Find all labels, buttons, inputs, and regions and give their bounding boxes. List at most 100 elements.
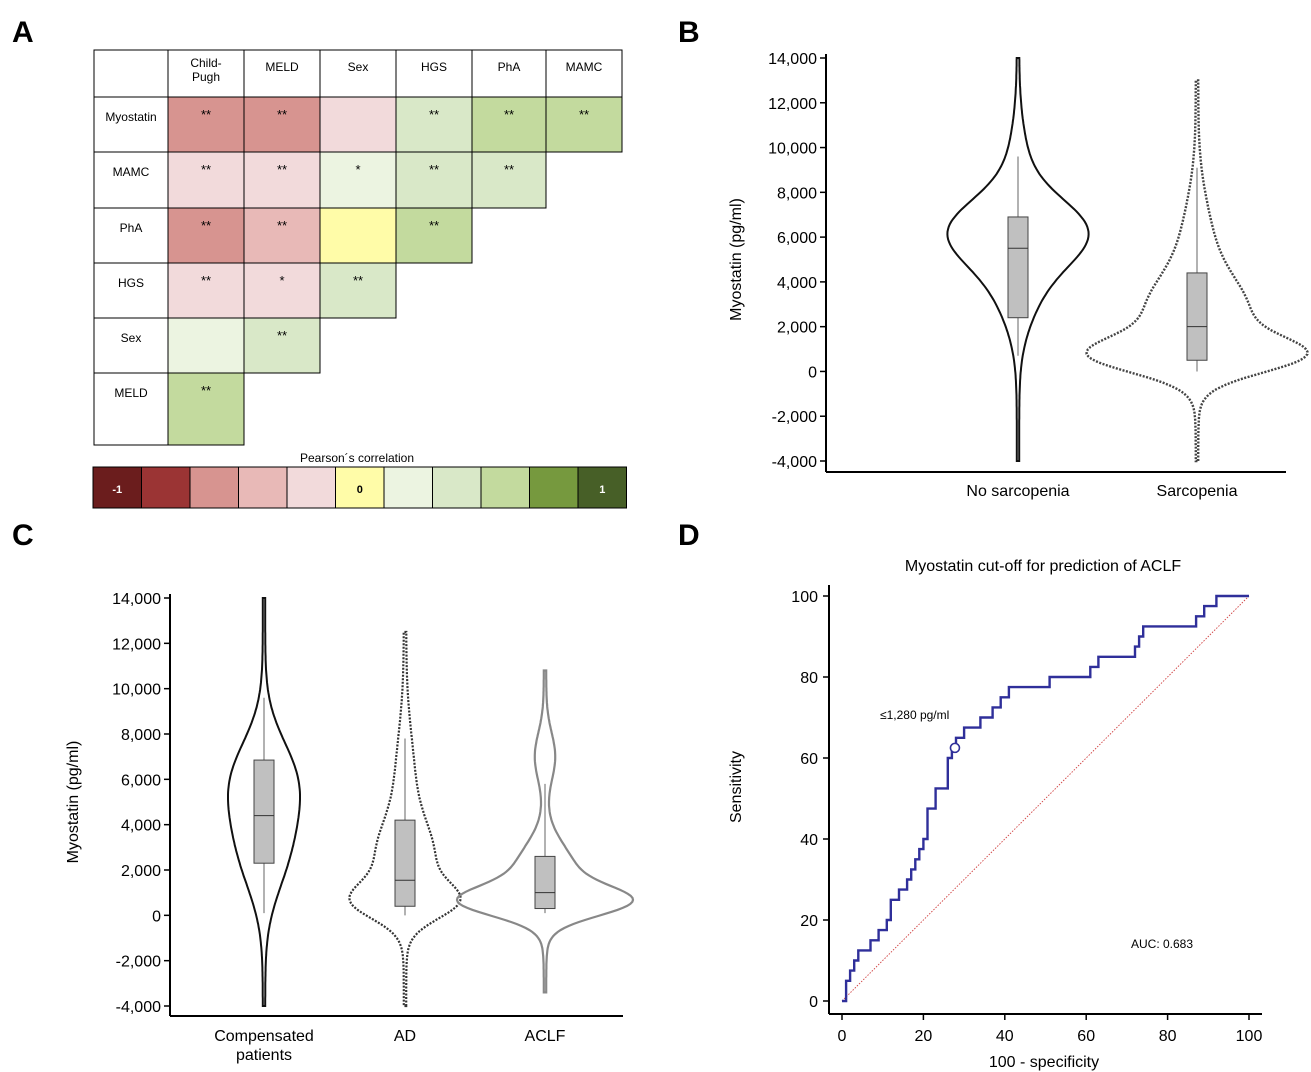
- y-tick-label: 6,000: [777, 230, 817, 247]
- matrix-cell: [395, 207, 473, 264]
- roc-curve: [842, 594, 1249, 1003]
- matrix-cell: [243, 207, 321, 264]
- y-tick-label: 8,000: [121, 727, 161, 744]
- matrix-significance-mark: **: [504, 162, 514, 177]
- y-tick-label: 60: [800, 751, 818, 768]
- colorbar-swatch: [141, 466, 191, 509]
- panel-d-roc-curve: Myostatin cut-off for prediction of ACLF…: [728, 558, 1262, 1071]
- y-tick-label: 8,000: [777, 185, 817, 202]
- matrix-significance-mark: **: [201, 273, 211, 288]
- colorbar-max-label: 1: [599, 484, 605, 496]
- panel-label-d: D: [678, 519, 700, 552]
- y-tick-label: 12,000: [112, 636, 161, 653]
- matrix-cell: [167, 262, 245, 319]
- chart-title: Myostatin cut-off for prediction of ACLF: [905, 558, 1182, 575]
- y-tick-label: 6,000: [121, 772, 161, 789]
- y-tick-label: -2,000: [116, 954, 161, 971]
- matrix-row-header-cell: [93, 262, 169, 319]
- colorbar-swatch: [529, 466, 579, 509]
- y-axis-label: Myostatin (pg/ml): [65, 741, 82, 864]
- matrix-significance-mark: **: [353, 273, 363, 288]
- matrix-cell: [167, 372, 245, 446]
- y-tick-label: -4,000: [116, 999, 161, 1016]
- matrix-cell: [319, 96, 397, 153]
- matrix-significance-mark: **: [201, 218, 211, 233]
- matrix-significance-mark: **: [429, 162, 439, 177]
- matrix-row-header-cell: [93, 96, 169, 153]
- x-tick-label: 60: [1077, 1028, 1095, 1045]
- colorbar-swatch: [432, 466, 482, 509]
- x-category-label: patients: [236, 1047, 292, 1064]
- y-tick-label: 0: [809, 994, 818, 1011]
- matrix-cell: [167, 151, 245, 209]
- matrix-column-header-cell: [545, 49, 623, 98]
- matrix-significance-mark: **: [579, 107, 589, 122]
- panel-label-b: B: [678, 16, 700, 49]
- box-iqr: [253, 759, 275, 864]
- x-category-label: No sarcopenia: [966, 483, 1069, 500]
- matrix-cell: [319, 207, 397, 264]
- violin-outline: [227, 597, 301, 1007]
- colorbar-swatch: [577, 466, 627, 509]
- matrix-column-header: MAMC: [566, 60, 603, 74]
- panel-label-a: A: [12, 16, 34, 49]
- y-tick-label: 10,000: [112, 682, 161, 699]
- matrix-significance-mark: **: [277, 328, 287, 343]
- matrix-cell: [243, 262, 321, 319]
- colorbar-swatch: [480, 466, 530, 509]
- colorbar-label: Pearson´s correlation: [300, 451, 414, 465]
- matrix-row-header: MELD: [114, 386, 148, 400]
- x-tick-label: 40: [996, 1028, 1014, 1045]
- y-tick-label: 2,000: [777, 320, 817, 337]
- matrix-cell: [319, 151, 397, 209]
- matrix-significance-mark: **: [201, 107, 211, 122]
- violin-outline: [1085, 79, 1309, 463]
- matrix-significance-mark: **: [277, 162, 287, 177]
- y-tick-label: 0: [152, 908, 161, 925]
- colorbar-swatch: [238, 466, 288, 509]
- matrix-row-header-cell: [93, 317, 169, 374]
- matrix-significance-mark: *: [355, 162, 360, 177]
- colorbar-swatch: [286, 466, 336, 509]
- matrix-significance-mark: **: [201, 162, 211, 177]
- colorbar-mid-label: 0: [357, 484, 363, 496]
- matrix-cell: [395, 96, 473, 153]
- y-tick-label: 100: [791, 589, 818, 606]
- x-category-label: Compensated: [214, 1028, 314, 1045]
- y-tick-label: -2,000: [772, 409, 817, 426]
- y-tick-label: 14,000: [768, 51, 817, 68]
- y-tick-label: 4,000: [777, 275, 817, 292]
- matrix-row-header-cell: [93, 372, 169, 446]
- matrix-cell: [471, 151, 547, 209]
- x-category-label: AD: [394, 1028, 416, 1045]
- matrix-significance-mark: **: [429, 107, 439, 122]
- matrix-cell: [167, 96, 245, 153]
- matrix-cell: [319, 262, 397, 319]
- x-axis-label: 100 - specificity: [989, 1054, 1099, 1071]
- x-tick-label: 100: [1236, 1028, 1263, 1045]
- matrix-column-header-cell: [319, 49, 397, 98]
- y-tick-label: 4,000: [121, 818, 161, 835]
- box-iqr: [394, 819, 416, 907]
- y-tick-label: -4,000: [772, 454, 817, 471]
- colorbar-swatch: [383, 466, 433, 509]
- matrix-column-header: Sex: [348, 60, 369, 74]
- matrix-cell: [243, 151, 321, 209]
- matrix-corner-cell: [93, 49, 169, 98]
- y-tick-label: 10,000: [768, 141, 817, 158]
- box-iqr: [1186, 272, 1208, 361]
- panel-c-violin-plot: 14,000 12,000 10,000 8,000 6,000 4,000 2,000 0 -…: [65, 591, 635, 1064]
- panel-b-violin-plot: 14,000 12,000 10,000 8,000 6,000 4,000 2,000 0 -…: [728, 51, 1309, 500]
- matrix-significance-mark: **: [277, 218, 287, 233]
- auc-label: AUC: 0.683: [1131, 937, 1193, 951]
- y-tick-label: 20: [800, 913, 818, 930]
- matrix-row-header: HGS: [118, 276, 144, 290]
- matrix-significance-mark: **: [504, 107, 514, 122]
- matrix-column-header: PhA: [498, 60, 521, 74]
- y-tick-label: 12,000: [768, 96, 817, 113]
- y-tick-label: 0: [808, 364, 817, 381]
- x-category-label: Sarcopenia: [1157, 483, 1238, 500]
- colorbar-min-label: -1: [112, 484, 122, 496]
- cutoff-marker: [949, 742, 961, 754]
- matrix-significance-mark: **: [201, 383, 211, 398]
